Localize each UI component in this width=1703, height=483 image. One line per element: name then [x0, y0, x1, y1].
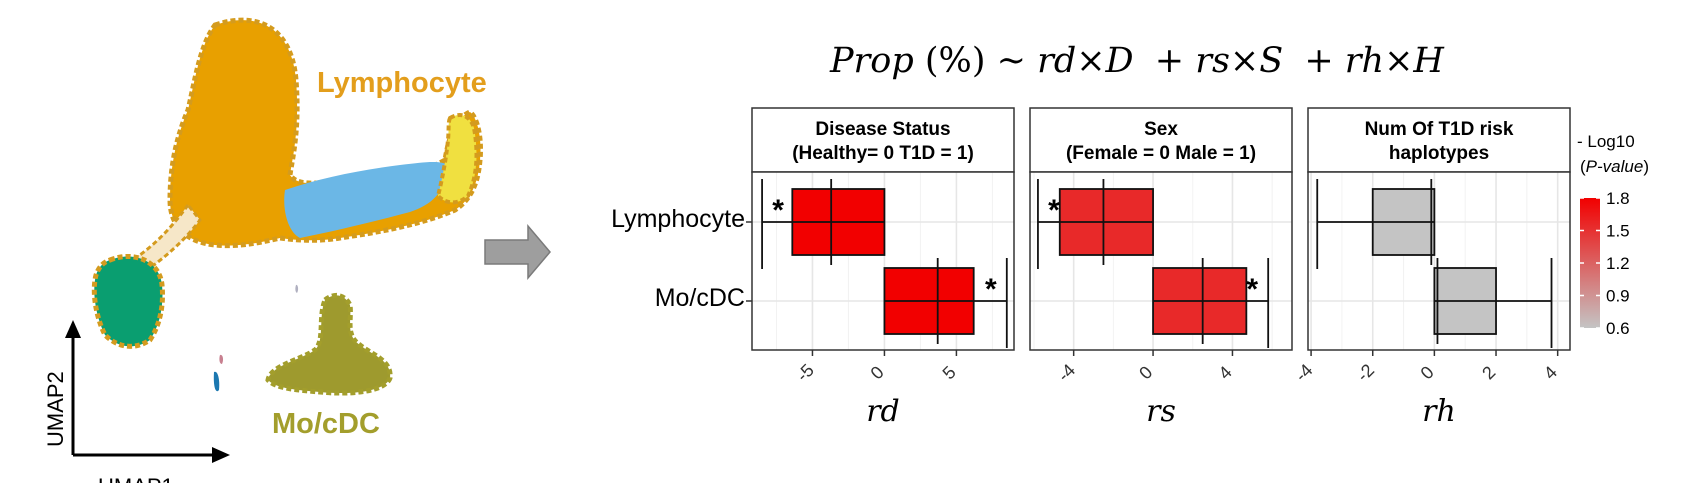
facet-panel-1: Disease Status (Healthy= 0 T1D = 1) * * -5 0 5… — [746, 107, 1015, 429]
significance-star: * — [985, 273, 997, 306]
small-cluster-speck — [219, 354, 224, 364]
facet-title-line1: Num Of T1D risk — [1365, 119, 1514, 140]
arrowhead-icon — [65, 320, 81, 338]
x-tick-label: 0 — [867, 362, 888, 383]
x-tick-label: 5 — [939, 362, 960, 383]
facet-title-line2: (Female = 0 Male = 1) — [1066, 143, 1256, 164]
x-tick-label: 4 — [1215, 362, 1236, 383]
formula-term-rd: rd×D — [1037, 41, 1134, 81]
significance-star: * — [1048, 194, 1060, 227]
formula-term-rh: + rh×H — [1304, 41, 1445, 81]
x-tick-label: 0 — [1417, 362, 1438, 383]
legend-tick-label: 1.8 — [1606, 189, 1630, 208]
significance-star: * — [1246, 273, 1258, 306]
x-axis-label: rd — [866, 394, 900, 429]
facet-title-line2: (Healthy= 0 T1D = 1) — [792, 143, 974, 164]
facet-title-line1: Sex — [1144, 119, 1178, 140]
facet-title-line1: Disease Status — [815, 119, 950, 140]
umap-label-mo-cdc: Mo/cDC — [272, 408, 380, 440]
arrowhead-icon — [212, 447, 230, 463]
facet-strip — [1307, 107, 1571, 173]
category-label-lymphocyte: Lymphocyte — [611, 205, 745, 233]
blue-cluster — [284, 161, 448, 238]
facet-strip — [1029, 107, 1293, 173]
legend-tick-label: 0.6 — [1606, 319, 1630, 338]
umap-axis-y-label: UMAP2 — [43, 371, 68, 447]
x-axis-label: rs — [1146, 394, 1176, 429]
formula-tilde: ~ — [997, 41, 1026, 81]
category-label-mo-cdc: Mo/cDC — [655, 284, 745, 312]
facet-title-line2: haplotypes — [1389, 143, 1489, 164]
p-value-legend: - Log10 (P-value) 1.8 1.5 1.2 0.9 0.6 — [1577, 132, 1649, 338]
umap-label-lymphocyte: Lymphocyte — [317, 67, 487, 99]
formula-term-rs: + rs×S — [1155, 41, 1283, 81]
formula-prop: Prop — [829, 41, 914, 81]
x-tick-label: -4 — [1291, 360, 1316, 385]
legend-title-line2: (P-value) — [1580, 157, 1649, 176]
green-cluster — [91, 253, 165, 349]
legend-ticks: 1.8 1.5 1.2 0.9 0.6 — [1580, 189, 1630, 338]
x-axis-label: rh — [1422, 394, 1456, 429]
x-tick-label: -2 — [1353, 360, 1378, 385]
x-tick-label: 0 — [1135, 362, 1156, 383]
legend-color-bar — [1580, 198, 1600, 328]
model-formula: Prop (%) ~ rd×D + rs×S + rh×H — [829, 41, 1445, 81]
formula-pct: (%) — [925, 41, 986, 81]
legend-tick-label: 0.9 — [1606, 287, 1630, 306]
x-tick-label: 4 — [1540, 362, 1561, 383]
yellow-cluster — [435, 113, 479, 205]
x-tick-label: -5 — [792, 360, 817, 385]
legend-tick-label: 1.2 — [1606, 254, 1630, 273]
mo-cdc-cluster — [265, 292, 393, 396]
legend-title-italic: P-value — [1586, 157, 1644, 176]
facet-panel-2: Sex (Female = 0 Male = 1) * * -4 0 4 rs — [1029, 107, 1293, 429]
small-cluster-speck — [295, 284, 299, 293]
facet-strip — [751, 107, 1015, 173]
facet-panel-3: Num Of T1D risk haplotypes -4 -2 0 2 4 rh — [1291, 107, 1571, 429]
umap-plot: Lymphocyte Mo/cDC UMAP2 UMAP1 — [43, 17, 487, 483]
small-cluster-speck — [213, 371, 220, 392]
legend-title-paren-open: ( — [1580, 157, 1586, 176]
legend-title-paren-close: ) — [1643, 157, 1649, 176]
x-tick-label: -4 — [1054, 360, 1079, 385]
significance-star: * — [772, 194, 784, 227]
legend-tick-label: 1.5 — [1606, 222, 1630, 241]
facet-chart: Disease Status (Healthy= 0 T1D = 1) * * -5 0 5… — [746, 107, 1571, 429]
gray-arrow-icon — [484, 223, 551, 281]
umap-axis-x-label: UMAP1 — [98, 474, 174, 483]
x-tick-label: 2 — [1478, 362, 1499, 383]
panel-border — [1307, 171, 1571, 351]
legend-title-line1: - Log10 — [1577, 132, 1635, 151]
panel-border — [1029, 171, 1293, 351]
panel-border — [751, 171, 1015, 351]
